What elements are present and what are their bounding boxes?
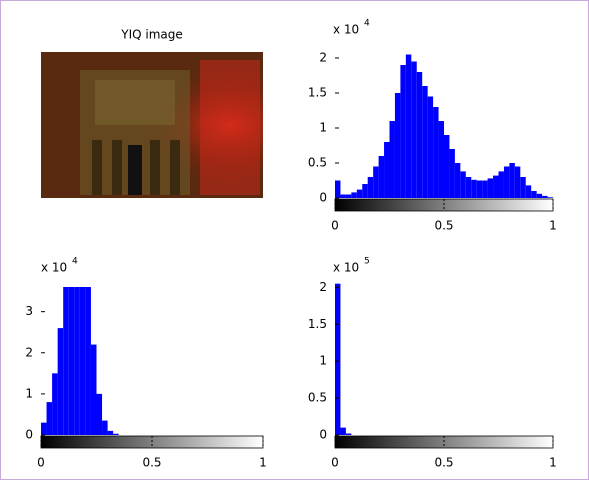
bar [351, 192, 357, 198]
axis-multiplier-exponent: 4 [72, 257, 78, 267]
bar [356, 189, 363, 198]
histogram [335, 283, 352, 435]
bar [335, 180, 341, 198]
x-tick-label: 1 [549, 219, 557, 233]
bar [85, 287, 91, 435]
bar [454, 163, 461, 198]
bar [476, 180, 483, 198]
bar [90, 344, 97, 435]
bar [57, 328, 64, 435]
axis-multiplier: x 10 [41, 261, 67, 275]
x-tick-label: 0 [331, 456, 339, 470]
image-title: YIQ image [120, 28, 183, 42]
bar [487, 178, 494, 198]
bar [400, 65, 406, 198]
bar [345, 433, 352, 435]
bar [514, 166, 521, 198]
bar [536, 193, 543, 198]
bar [509, 163, 515, 198]
bar [367, 177, 374, 198]
x-tick-label: 0 [37, 456, 45, 470]
bar [102, 420, 108, 435]
y-tick-label: 0.5 [308, 391, 327, 405]
bar [438, 121, 444, 198]
bar [362, 184, 368, 198]
bar [444, 135, 450, 198]
bar [52, 373, 58, 435]
histogram [335, 54, 553, 198]
bar [340, 194, 346, 198]
bar [503, 166, 510, 198]
x-tick-label: 0.5 [142, 456, 161, 470]
bar [498, 171, 504, 198]
bar [449, 149, 455, 198]
bar [427, 96, 434, 198]
y-tick-label: 1 [319, 121, 327, 135]
bar [433, 107, 439, 198]
bar [416, 72, 423, 198]
y-tick-label: 2 [319, 51, 327, 65]
yiq-image [41, 52, 263, 198]
bar [465, 177, 472, 198]
bar [46, 402, 53, 435]
x-tick-label: 1 [259, 456, 267, 470]
y-tick-label: 1 [319, 354, 327, 368]
bar [394, 93, 401, 198]
y-tick-label: 1 [25, 386, 33, 400]
bar [525, 185, 532, 198]
x-tick-label: 0.5 [434, 219, 453, 233]
bar [107, 430, 114, 435]
bar [542, 195, 548, 198]
axis-multiplier-exponent: 5 [364, 257, 370, 267]
bar [405, 54, 412, 198]
y-tick-label: 2 [25, 345, 33, 359]
bar [547, 197, 553, 198]
bar [471, 179, 477, 198]
bar [460, 171, 466, 198]
histogram [41, 287, 119, 435]
bar [96, 393, 103, 435]
x-tick-label: 0 [331, 219, 339, 233]
y-tick-label: 0 [319, 428, 327, 442]
y-tick-label: 3 [25, 304, 33, 318]
bar [482, 180, 488, 198]
bar [389, 121, 395, 198]
bar [74, 287, 80, 435]
bar [531, 191, 537, 198]
axis-multiplier-exponent: 4 [364, 19, 370, 29]
bar [384, 142, 390, 198]
bar [335, 283, 341, 435]
bar [520, 177, 526, 198]
y-tick-label: 1.5 [308, 317, 327, 331]
bar [79, 287, 86, 435]
bar [68, 287, 75, 435]
axis-multiplier: x 10 [333, 23, 359, 37]
bar [422, 86, 428, 198]
bar [41, 422, 47, 435]
y-tick-label: 0 [319, 191, 327, 205]
x-tick-label: 0.5 [434, 456, 453, 470]
bar [373, 166, 379, 198]
y-tick-label: 2 [319, 280, 327, 294]
x-tick-label: 1 [549, 456, 557, 470]
bar [493, 175, 499, 198]
y-tick-label: 0 [25, 428, 33, 442]
bar [411, 61, 417, 198]
bar [113, 433, 119, 435]
y-tick-label: 1.5 [308, 86, 327, 100]
bar [345, 194, 352, 198]
bar [63, 287, 69, 435]
y-tick-label: 0.5 [308, 156, 327, 170]
axis-multiplier: x 10 [333, 261, 359, 275]
bar [340, 427, 346, 435]
bar [378, 156, 385, 198]
